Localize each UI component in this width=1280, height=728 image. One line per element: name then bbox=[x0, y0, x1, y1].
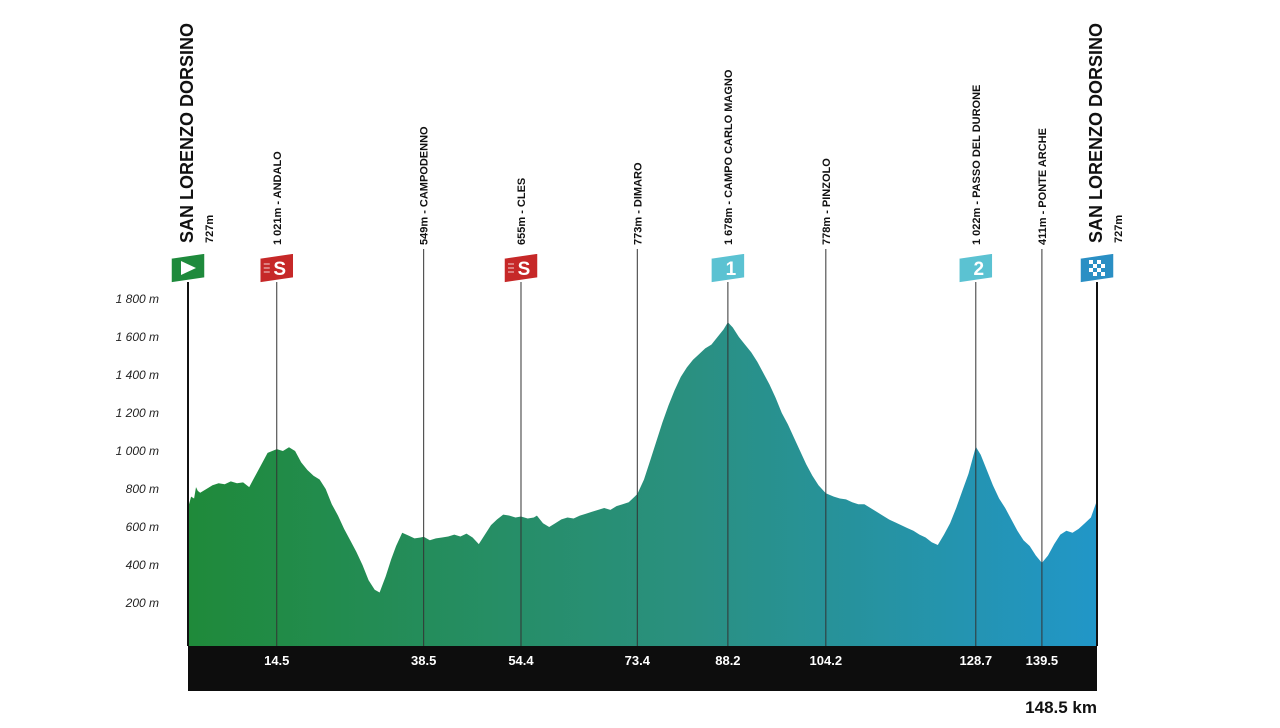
waypoint-label: 773m - DIMARO bbox=[632, 162, 644, 245]
y-tick-label: 1 200 m bbox=[116, 406, 159, 420]
distance-bar bbox=[188, 646, 1097, 691]
climb-badge: 1 bbox=[710, 252, 746, 284]
km-label: 128.7 bbox=[960, 653, 993, 668]
badge-shape bbox=[958, 252, 994, 284]
y-tick-label: 1 600 m bbox=[116, 330, 159, 344]
y-axis: 200 m 400 m 600 m 800 m 1 000 m 1 200 m 1 400 … bbox=[116, 292, 159, 610]
waypoint-label: 655m - CLES bbox=[516, 178, 528, 245]
y-tick-label: 1 800 m bbox=[116, 292, 159, 306]
badge-shape bbox=[259, 252, 295, 284]
sprint-badge: S bbox=[503, 252, 539, 284]
elevation-profile-area bbox=[188, 322, 1097, 646]
checkered-flag-icon bbox=[1097, 268, 1101, 272]
waypoint-label: 1 021m - ANDALO bbox=[272, 151, 284, 245]
checkered-flag-icon bbox=[1097, 260, 1101, 264]
badge-label: 1 bbox=[726, 259, 737, 280]
km-label: 73.4 bbox=[625, 653, 651, 668]
y-tick-label: 600 m bbox=[126, 520, 159, 534]
waypoint-label: 411m - PONTE ARCHE bbox=[1037, 128, 1049, 245]
waypoint-label: 549m - CAMPODENNO bbox=[419, 126, 431, 245]
badge-shape bbox=[710, 252, 746, 284]
checkered-flag-icon bbox=[1093, 264, 1097, 268]
y-tick-label: 400 m bbox=[126, 558, 159, 572]
y-tick-label: 200 m bbox=[125, 596, 159, 610]
checkered-flag-icon bbox=[1089, 268, 1093, 272]
waypoint-markers: SAN LORENZO DORSINO 727m 1 021m - ANDALO S 5… bbox=[170, 23, 1125, 646]
km-label: 88.2 bbox=[715, 653, 740, 668]
endpoint-altitude: 727m bbox=[204, 215, 216, 243]
climb-badge: 2 bbox=[958, 252, 994, 284]
endpoint-name: SAN LORENZO DORSINO bbox=[1086, 23, 1106, 243]
waypoint-label: 1 022m - PASSO DEL DURONE bbox=[971, 85, 983, 245]
endpoint-altitude: 727m bbox=[1113, 215, 1125, 243]
y-tick-label: 1 000 m bbox=[116, 444, 159, 458]
km-label: 139.5 bbox=[1026, 653, 1059, 668]
endpoint-name: SAN LORENZO DORSINO bbox=[177, 23, 197, 243]
start-badge bbox=[170, 252, 206, 284]
badge-label: 2 bbox=[974, 259, 985, 280]
badge-label: S bbox=[518, 259, 531, 280]
total-distance-label: 148.5 km bbox=[1025, 698, 1097, 717]
checkered-flag-icon bbox=[1101, 272, 1105, 276]
waypoint-label: 778m - PINZOLO bbox=[821, 158, 833, 245]
km-label: 14.5 bbox=[264, 653, 289, 668]
waypoint-label: 1 678m - CAMPO CARLO MAGNO bbox=[723, 69, 735, 245]
checkered-flag-icon bbox=[1093, 272, 1097, 276]
y-tick-label: 800 m bbox=[126, 482, 159, 496]
sprint-badge: S bbox=[259, 252, 295, 284]
badge-shape bbox=[503, 252, 539, 284]
distance-labels: 14.5 38.5 54.4 73.4 88.2 104.2 128.7 139.5 bbox=[264, 653, 1058, 668]
checkered-flag-icon bbox=[1101, 264, 1105, 268]
y-tick-label: 1 400 m bbox=[116, 368, 159, 382]
checkered-flag-icon bbox=[1089, 260, 1093, 264]
km-label: 54.4 bbox=[508, 653, 534, 668]
finish-badge bbox=[1079, 252, 1115, 284]
badge-label: S bbox=[273, 259, 286, 280]
play-icon bbox=[181, 261, 196, 275]
km-label: 38.5 bbox=[411, 653, 436, 668]
km-label: 104.2 bbox=[810, 653, 843, 668]
